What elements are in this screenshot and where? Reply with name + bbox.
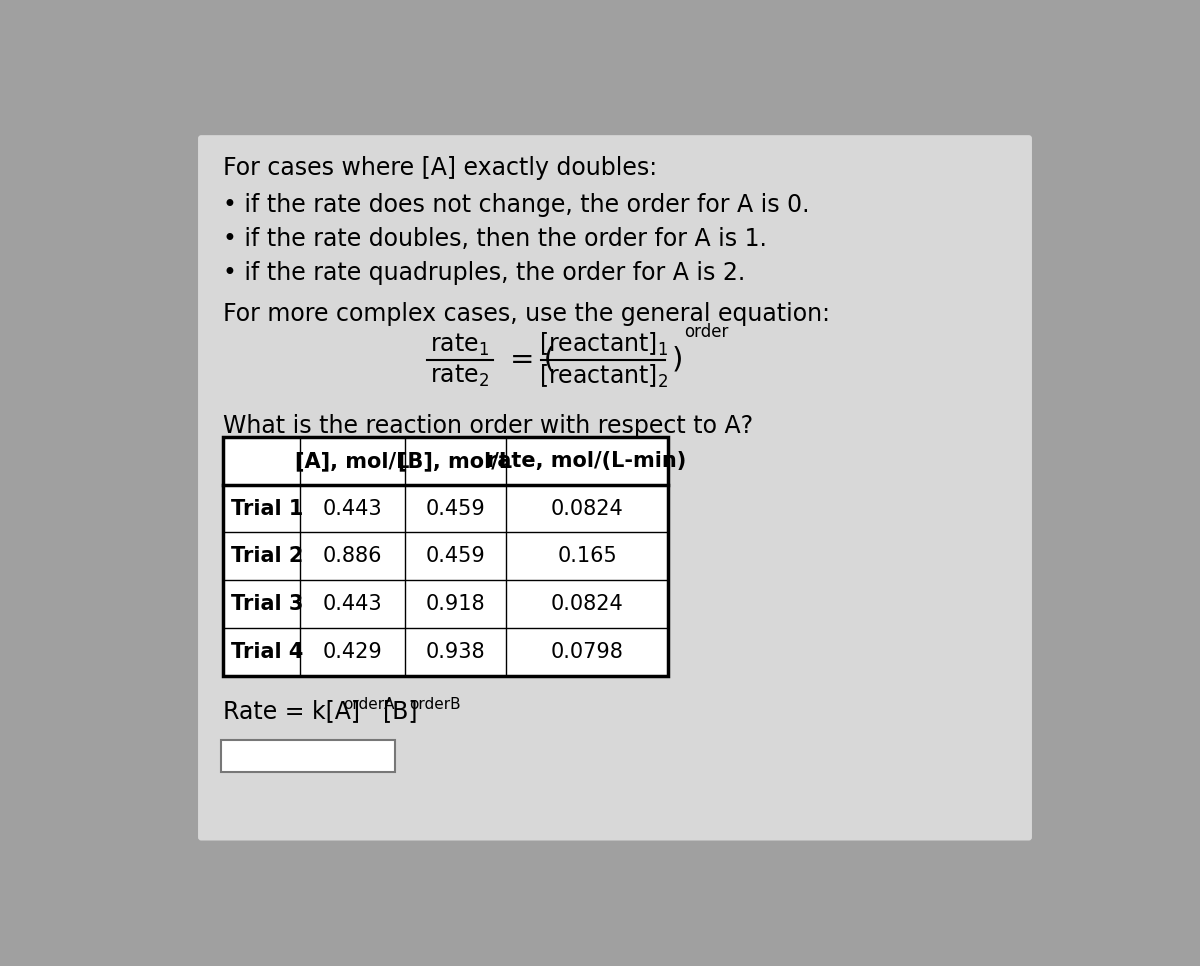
Text: 0.459: 0.459 xyxy=(426,547,485,566)
Text: 0.938: 0.938 xyxy=(426,641,485,662)
Text: Trial 3: Trial 3 xyxy=(230,594,302,614)
Text: orderA: orderA xyxy=(343,697,395,712)
Text: 0.918: 0.918 xyxy=(426,594,485,614)
Text: order: order xyxy=(684,323,728,341)
Text: • if the rate doubles, then the order for A is 1.: • if the rate doubles, then the order fo… xyxy=(223,227,767,251)
Text: rate$_1$: rate$_1$ xyxy=(431,331,490,357)
Text: Trial 1: Trial 1 xyxy=(230,498,302,519)
Text: [A], mol/L: [A], mol/L xyxy=(295,451,410,470)
Text: 0.0824: 0.0824 xyxy=(551,594,624,614)
Text: 0.443: 0.443 xyxy=(323,498,383,519)
Text: rate$_2$: rate$_2$ xyxy=(431,362,490,388)
Text: [B], mol/L: [B], mol/L xyxy=(398,451,512,470)
Text: • if the rate quadruples, the order for A is 2.: • if the rate quadruples, the order for … xyxy=(223,261,745,285)
Text: 0.0798: 0.0798 xyxy=(551,641,624,662)
Text: = (: = ( xyxy=(510,345,556,373)
Text: For more complex cases, use the general equation:: For more complex cases, use the general … xyxy=(223,302,830,327)
Text: [B]: [B] xyxy=(383,698,418,723)
Text: [reactant]$_1$: [reactant]$_1$ xyxy=(539,330,668,357)
Text: 0.443: 0.443 xyxy=(323,594,383,614)
Text: 0.459: 0.459 xyxy=(426,498,485,519)
Text: ): ) xyxy=(672,345,683,373)
Text: 0.886: 0.886 xyxy=(323,547,383,566)
Text: 0.165: 0.165 xyxy=(557,547,617,566)
FancyBboxPatch shape xyxy=(198,135,1032,840)
Text: orderB: orderB xyxy=(409,697,461,712)
Text: What is the reaction order with respect to A?: What is the reaction order with respect … xyxy=(223,413,752,438)
Text: Rate = k[A]: Rate = k[A] xyxy=(223,698,360,723)
Text: 0.0824: 0.0824 xyxy=(551,498,624,519)
Text: Trial 4: Trial 4 xyxy=(230,641,302,662)
Bar xyxy=(223,437,668,675)
Text: [reactant]$_2$: [reactant]$_2$ xyxy=(539,362,668,389)
Text: • if the rate does not change, the order for A is 0.: • if the rate does not change, the order… xyxy=(223,193,809,217)
Text: Trial 2: Trial 2 xyxy=(230,547,302,566)
Text: For cases where [A] exactly doubles:: For cases where [A] exactly doubles: xyxy=(223,156,656,180)
Text: rate, mol/(L-min): rate, mol/(L-min) xyxy=(487,451,686,470)
FancyBboxPatch shape xyxy=(221,740,395,772)
Text: 0.429: 0.429 xyxy=(323,641,383,662)
Bar xyxy=(223,437,668,675)
